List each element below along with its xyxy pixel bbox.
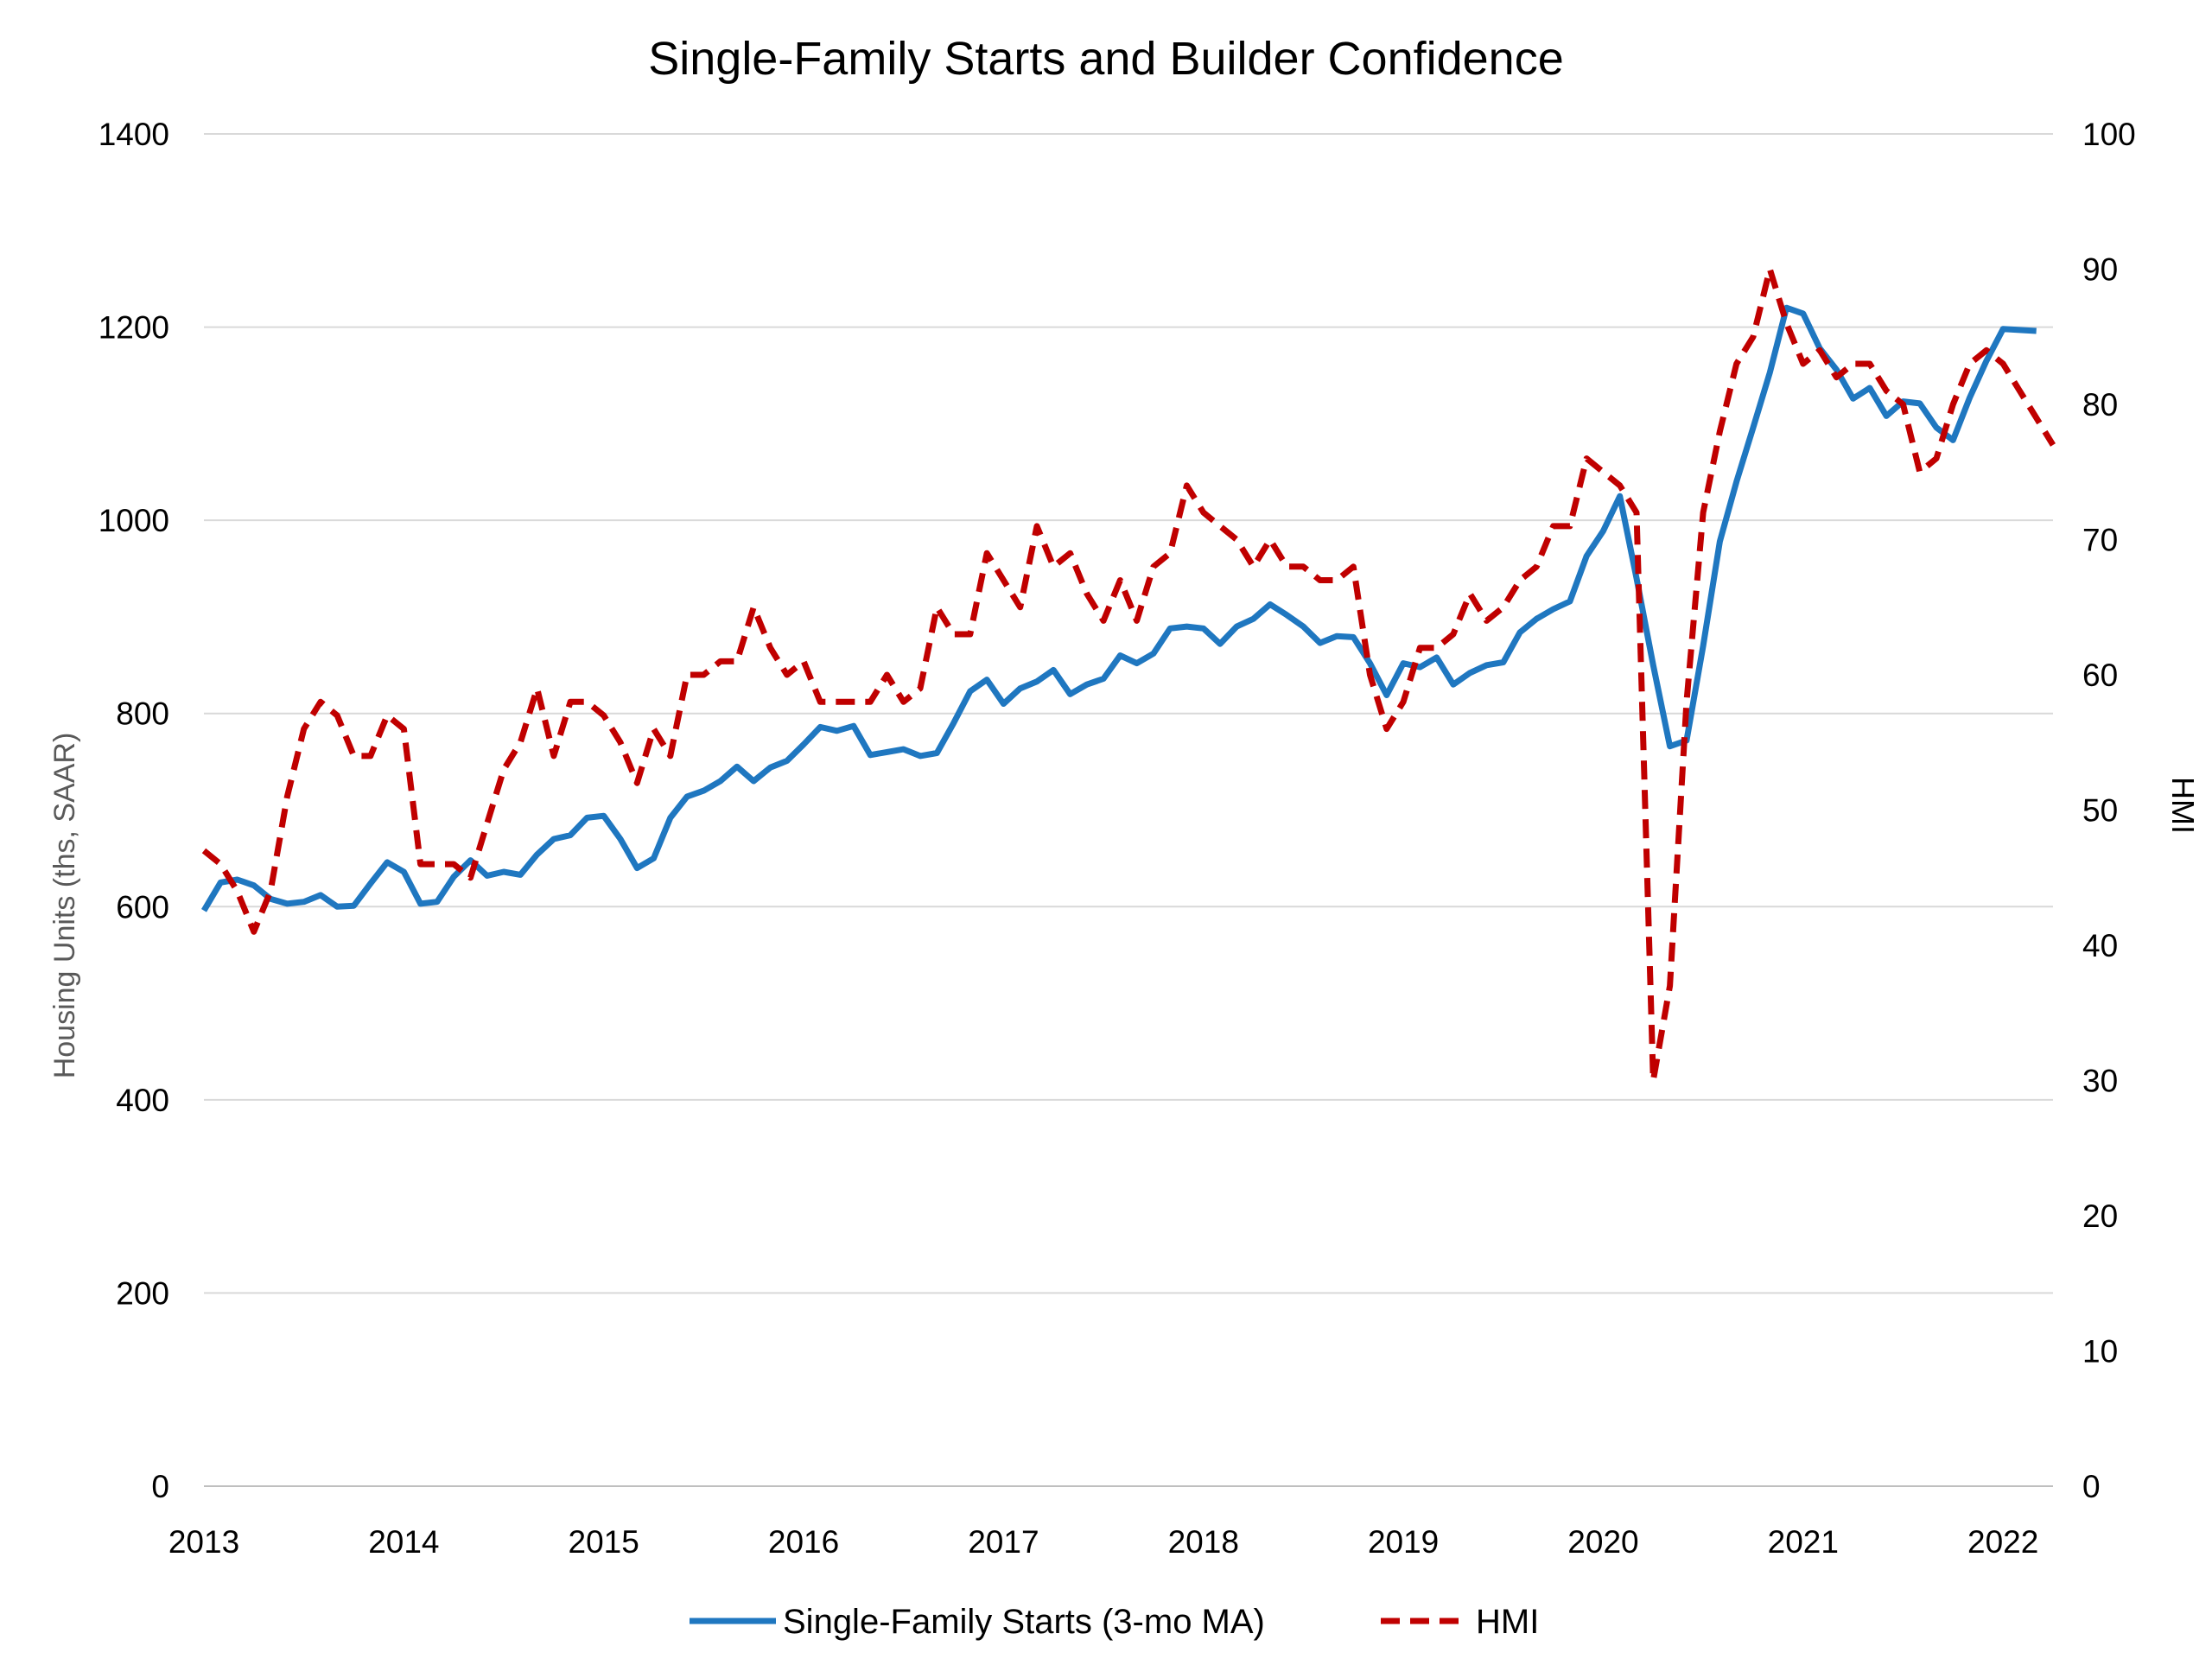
legend-label-hmi: HMI	[1476, 1603, 1539, 1641]
left-tick-label: 1200	[99, 310, 169, 346]
right-tick-label: 0	[2082, 1469, 2101, 1504]
x-tick-label: 2017	[968, 1524, 1039, 1560]
series-line-1	[201, 266, 2056, 1084]
left-tick-label: 200	[116, 1275, 169, 1311]
left-tick-label: 0	[151, 1469, 169, 1504]
series-layer	[200, 266, 2056, 1084]
right-tick-label: 30	[2082, 1064, 2118, 1099]
left-tick-label: 800	[116, 696, 169, 732]
right-tick-label: 40	[2082, 928, 2118, 963]
x-tick-label: 2014	[368, 1524, 439, 1560]
x-tick-label: 2018	[1168, 1524, 1239, 1560]
x-tick-label: 2016	[768, 1524, 839, 1560]
gridlines	[204, 133, 2053, 1487]
left-axis-ticks: 0 200 400 600 800 1000 1200 1400	[99, 117, 169, 1504]
series-line-0	[200, 304, 2037, 912]
x-axis-ticks: 2013 2014 2015 2016 2017 2018 2019 2020 2021 2022	[168, 1524, 2038, 1560]
right-tick-label: 80	[2082, 387, 2118, 423]
x-tick-label: 2021	[1768, 1524, 1839, 1560]
left-tick-label: 1400	[99, 117, 169, 152]
x-tick-label: 2015	[569, 1524, 639, 1560]
right-tick-label: 50	[2082, 793, 2118, 829]
x-tick-label: 2013	[168, 1524, 239, 1560]
right-axis-label: HMI	[2165, 777, 2201, 834]
x-tick-label: 2020	[1567, 1524, 1638, 1560]
right-tick-label: 70	[2082, 523, 2118, 558]
left-tick-label: 600	[116, 889, 169, 925]
right-tick-label: 60	[2082, 658, 2118, 693]
right-tick-label: 10	[2082, 1334, 2118, 1370]
right-tick-label: 90	[2082, 252, 2118, 288]
x-tick-label: 2022	[1967, 1524, 2038, 1560]
legend-label-starts: Single-Family Starts (3-mo MA)	[783, 1603, 1265, 1641]
chart-title: Single-Family Starts and Builder Confide…	[648, 33, 1564, 85]
left-tick-label: 1000	[99, 503, 169, 538]
x-tick-label: 2019	[1368, 1524, 1439, 1560]
left-axis-label: Housing Units (ths, SAAR)	[48, 733, 81, 1079]
left-tick-label: 400	[116, 1083, 169, 1118]
right-axis-ticks: 0 10 20 30 40 50 60 70 80 90 100	[2082, 117, 2136, 1504]
legend: Single-Family Starts (3-mo MA) HMI	[690, 1603, 1539, 1641]
right-tick-label: 20	[2082, 1198, 2118, 1234]
right-tick-label: 100	[2082, 117, 2136, 152]
